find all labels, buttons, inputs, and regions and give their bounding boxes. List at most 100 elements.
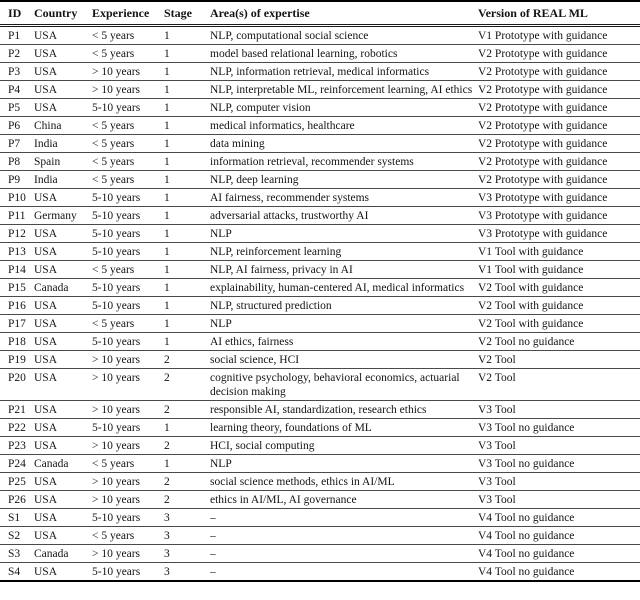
table-row: P7 India < 5 years 1 data mining V2 Prot… <box>0 134 640 153</box>
col-header-expertise: Area(s) of expertise <box>210 1 478 27</box>
cell-expertise: social science methods, ethics in AI/ML <box>210 472 478 491</box>
cell-country: USA <box>34 350 92 369</box>
cell-experience: < 5 years <box>92 454 164 473</box>
cell-participant-id: P20 <box>0 368 34 401</box>
cell-expertise: NLP, computer vision <box>210 98 478 117</box>
cell-version: V3 Prototype with guidance <box>478 206 640 225</box>
cell-stage: 1 <box>164 116 210 135</box>
table-row: P8 Spain < 5 years 1 information retriev… <box>0 152 640 171</box>
cell-stage: 2 <box>164 490 210 509</box>
cell-experience: > 10 years <box>92 472 164 491</box>
cell-version: V3 Prototype with guidance <box>478 188 640 207</box>
cell-experience: < 5 years <box>92 170 164 189</box>
cell-expertise: responsible AI, standardization, researc… <box>210 400 478 419</box>
cell-version: V2 Tool <box>478 350 640 369</box>
table-row: P17 USA < 5 years 1 NLP V2 Tool with gui… <box>0 314 640 333</box>
cell-stage: 1 <box>164 80 210 99</box>
cell-country: China <box>34 116 92 135</box>
cell-participant-id: P24 <box>0 454 34 473</box>
cell-experience: 5-10 years <box>92 206 164 225</box>
cell-version: V2 Prototype with guidance <box>478 62 640 81</box>
cell-version: V2 Prototype with guidance <box>478 152 640 171</box>
cell-country: USA <box>34 472 92 491</box>
cell-version: V2 Prototype with guidance <box>478 134 640 153</box>
cell-participant-id: P17 <box>0 314 34 333</box>
table-row: P2 USA < 5 years 1 model based relationa… <box>0 44 640 63</box>
cell-experience: < 5 years <box>92 526 164 545</box>
cell-country: USA <box>34 314 92 333</box>
cell-stage: 1 <box>164 224 210 243</box>
col-header-version: Version of REAL ML <box>478 1 640 27</box>
cell-stage: 2 <box>164 472 210 491</box>
cell-participant-id: P19 <box>0 350 34 369</box>
cell-expertise: – <box>210 508 478 527</box>
cell-version: V2 Tool <box>478 368 640 401</box>
cell-stage: 1 <box>164 134 210 153</box>
cell-version: V2 Prototype with guidance <box>478 170 640 189</box>
cell-version: V4 Tool no guidance <box>478 562 640 582</box>
cell-expertise: NLP <box>210 314 478 333</box>
table-row: P3 USA > 10 years 1 NLP, information ret… <box>0 62 640 81</box>
cell-expertise: NLP, structured prediction <box>210 296 478 315</box>
cell-expertise: – <box>210 526 478 545</box>
cell-version: V2 Prototype with guidance <box>478 116 640 135</box>
cell-stage: 2 <box>164 436 210 455</box>
cell-version: V3 Tool <box>478 400 640 419</box>
cell-stage: 1 <box>164 296 210 315</box>
cell-participant-id: P21 <box>0 400 34 419</box>
table-row: P10 USA 5-10 years 1 AI fairness, recomm… <box>0 188 640 207</box>
cell-participant-id: P12 <box>0 224 34 243</box>
cell-participant-id: P22 <box>0 418 34 437</box>
cell-experience: 5-10 years <box>92 418 164 437</box>
cell-country: Canada <box>34 454 92 473</box>
cell-expertise: adversarial attacks, trustworthy AI <box>210 206 478 225</box>
cell-participant-id: S4 <box>0 562 34 582</box>
cell-stage: 1 <box>164 332 210 351</box>
cell-experience: 5-10 years <box>92 332 164 351</box>
cell-country: Canada <box>34 544 92 563</box>
cell-expertise: explainability, human-centered AI, medic… <box>210 278 478 297</box>
table-row: P24 Canada < 5 years 1 NLP V3 Tool no gu… <box>0 454 640 473</box>
col-header-experience: Experience <box>92 1 164 27</box>
cell-expertise: NLP, deep learning <box>210 170 478 189</box>
cell-experience: 5-10 years <box>92 296 164 315</box>
cell-country: India <box>34 170 92 189</box>
table-row: P15 Canada 5-10 years 1 explainability, … <box>0 278 640 297</box>
cell-experience: > 10 years <box>92 80 164 99</box>
col-header-id: ID <box>0 1 34 27</box>
cell-version: V4 Tool no guidance <box>478 526 640 545</box>
cell-stage: 1 <box>164 44 210 63</box>
cell-version: V4 Tool no guidance <box>478 544 640 563</box>
cell-expertise: NLP, information retrieval, medical info… <box>210 62 478 81</box>
cell-stage: 1 <box>164 278 210 297</box>
table-row: P21 USA > 10 years 2 responsible AI, sta… <box>0 400 640 419</box>
cell-experience: 5-10 years <box>92 508 164 527</box>
cell-stage: 1 <box>164 260 210 279</box>
cell-country: USA <box>34 98 92 117</box>
cell-participant-id: P18 <box>0 332 34 351</box>
cell-participant-id: P9 <box>0 170 34 189</box>
cell-experience: > 10 years <box>92 368 164 401</box>
cell-participant-id: P7 <box>0 134 34 153</box>
cell-version: V2 Prototype with guidance <box>478 80 640 99</box>
table-row: P19 USA > 10 years 2 social science, HCI… <box>0 350 640 369</box>
cell-experience: < 5 years <box>92 134 164 153</box>
cell-version: V2 Tool no guidance <box>478 332 640 351</box>
cell-expertise: AI ethics, fairness <box>210 332 478 351</box>
cell-experience: 5-10 years <box>92 188 164 207</box>
cell-stage: 1 <box>164 418 210 437</box>
cell-participant-id: S3 <box>0 544 34 563</box>
cell-stage: 1 <box>164 206 210 225</box>
cell-stage: 3 <box>164 526 210 545</box>
cell-experience: < 5 years <box>92 116 164 135</box>
cell-participant-id: P13 <box>0 242 34 261</box>
cell-version: V1 Tool with guidance <box>478 260 640 279</box>
cell-expertise: AI fairness, recommender systems <box>210 188 478 207</box>
cell-stage: 1 <box>164 170 210 189</box>
cell-stage: 3 <box>164 544 210 563</box>
cell-experience: > 10 years <box>92 350 164 369</box>
cell-country: USA <box>34 562 92 582</box>
cell-stage: 2 <box>164 350 210 369</box>
cell-stage: 1 <box>164 454 210 473</box>
cell-expertise: cognitive psychology, behavioral economi… <box>210 368 478 401</box>
